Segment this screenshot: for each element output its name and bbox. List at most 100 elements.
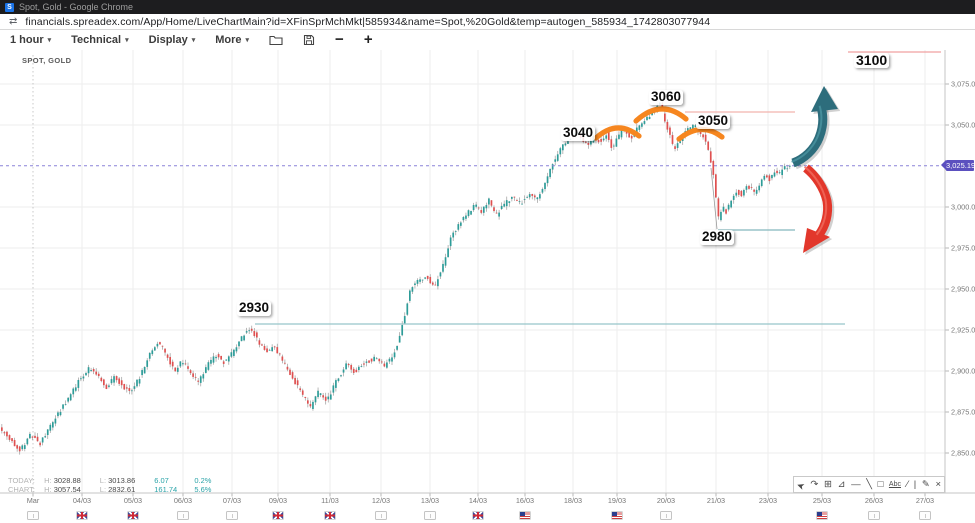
calendar-flag-blank-icon[interactable] [868,511,880,520]
chart-change-pct: 5.6% [194,484,212,494]
chart-plot[interactable]: 3,075.00 3,050.00 3,000.00 2,975.00 2,950.00… [0,50,975,523]
calendar-flag-uk-icon[interactable] [324,511,336,520]
diagonal-tool-icon[interactable]: ∕ [906,478,909,490]
save-chart-button[interactable] [303,34,315,46]
date-tick-label: 19/03 [608,496,626,505]
tab-switcher-icon: ⇄ [9,15,18,27]
annotation-label-3060[interactable]: 3060 [649,89,684,105]
calendar-flag-blank-icon[interactable] [226,511,238,520]
annotation-label-2930[interactable]: 2930 [237,300,272,316]
date-tick-label: 23/03 [759,496,777,505]
chevron-down-icon: ▾ [47,37,52,44]
date-tick-label: 25/03 [813,496,831,505]
calendar-flag-blank-icon[interactable] [919,511,931,520]
chevron-down-icon: ▾ [125,37,129,44]
high-key: H: [44,476,52,485]
date-tick-label: 12/03 [372,496,390,505]
chart-high: 3057.54 [53,484,81,494]
annotation-label-2980[interactable]: 2980 [700,229,735,245]
text-tool-icon[interactable]: Abc [888,480,901,488]
price-tick-label: 2,875.00 [951,408,975,417]
down-arrow-annotation[interactable] [803,164,835,255]
open-chart-button[interactable] [269,34,283,46]
date-tick-label: 27/03 [916,496,934,505]
price-tick-label: 3,075.00 [951,80,975,89]
chevron-down-icon: ▾ [245,37,250,44]
cursor-tool-icon[interactable]: ➤ [794,478,807,492]
technical-menu[interactable]: Technical ▾ [71,34,128,46]
date-tick-label: 11/03 [321,496,339,505]
rectangle-tool-icon[interactable]: □ [877,478,884,490]
technical-menu-label: Technical [71,34,122,46]
right-shoulder-arc-3050[interactable] [676,126,725,142]
chart-label: CHART: [8,484,35,494]
today-low: 3013.86 [108,476,136,485]
chevron-down-icon: ▾ [191,37,196,44]
hline-tool-icon[interactable]: — [851,478,861,490]
calendar-flag-us-icon[interactable] [816,511,828,520]
zoom-in-button[interactable]: + [363,31,373,48]
calendar-flag-us-icon[interactable] [611,511,623,520]
calendar-flag-blank-icon[interactable] [27,511,39,520]
calendar-flag-blank-icon[interactable] [660,511,672,520]
date-tick-label: 07/03 [223,496,241,505]
date-tick-label: 05/03 [124,496,142,505]
axes-tool-icon[interactable]: ⊿ [837,478,846,490]
timeframe-menu-label: 1 hour [10,34,44,46]
date-tick-label: 14/03 [469,496,487,505]
today-high: 3028.88 [53,476,81,485]
display-menu[interactable]: Display ▾ [149,34,196,46]
date-tick-label: 18/03 [564,496,582,505]
date-tick-label: 26/03 [865,496,883,505]
low-key: L: [99,476,107,485]
status-row-today: TODAY: H: 3028.88 L: 3013.86 6.07 0.2% [8,476,224,486]
high-key: H: [44,484,52,494]
vline-tool-icon[interactable]: | [913,478,917,490]
calendar-flag-blank-icon[interactable] [375,511,387,520]
symbol-label: SPOT, GOLD [22,56,72,65]
price-tick-label: 2,850.00 [951,449,975,458]
annotation-label-3050[interactable]: 3050 [696,113,731,129]
low-key: L: [99,484,107,494]
window-title: Spot, Gold - Google Chrome [19,2,134,12]
chart-low: 2832.61 [108,484,136,494]
polyline-tool-icon[interactable]: ↷ [810,478,819,490]
candlestick-series [1,101,791,455]
calendar-flag-blank-icon[interactable] [424,511,436,520]
date-tick-label: Mar [27,496,40,505]
display-menu-label: Display [148,34,188,46]
calendar-flag-uk-icon[interactable] [272,511,284,520]
status-row-chart: CHART: H: 3057.54 L: 2832.61 161.74 5.6% [8,484,224,495]
head-arc-3060[interactable] [633,106,689,124]
zoom-out-button[interactable]: − [335,31,344,48]
save-icon [303,34,315,46]
date-tick-label: 21/03 [707,496,725,505]
calendar-flag-uk-icon[interactable] [127,511,139,520]
more-menu[interactable]: More ▾ [215,34,249,46]
price-tick-label: 2,900.00 [951,367,975,376]
today-label: TODAY: [8,476,35,485]
chart-change: 161.74 [154,484,178,494]
calendar-flag-uk-icon[interactable] [76,511,88,520]
annotation-label-3040[interactable]: 3040 [561,125,596,141]
calendar-flag-us-icon[interactable] [519,511,531,520]
today-change-pct: 0.2% [194,476,212,485]
window-titlebar[interactable]: S Spot, Gold - Google Chrome [0,0,975,14]
left-shoulder-arc-3040[interactable] [593,125,642,141]
calendar-flag-blank-icon[interactable] [177,511,189,520]
calendar-flag-uk-icon[interactable] [472,511,484,520]
marker-tool-icon[interactable]: ✎ [921,478,930,490]
close-toolbar-icon[interactable]: × [935,478,942,490]
trendline-tool-icon[interactable]: ╲ [866,478,872,490]
date-tick-label: 04/03 [73,496,91,505]
timeframe-menu[interactable]: 1 hour ▾ [10,34,51,46]
url-text[interactable]: financials.spreadex.com/App/Home/LiveCha… [25,15,711,28]
grid-tool-icon[interactable]: ⊞ [823,478,832,490]
up-arrow-annotation[interactable] [791,86,841,170]
breakdown-connector-line[interactable] [710,167,718,230]
status-panel: TODAY: H: 3028.88 L: 3013.86 6.07 0.2% C… [8,476,224,495]
url-bar[interactable]: ⇄ financials.spreadex.com/App/Home/LiveC… [0,14,975,30]
annotation-label-3100[interactable]: 3100 [854,52,890,69]
date-tick-label: 16/03 [516,496,534,505]
